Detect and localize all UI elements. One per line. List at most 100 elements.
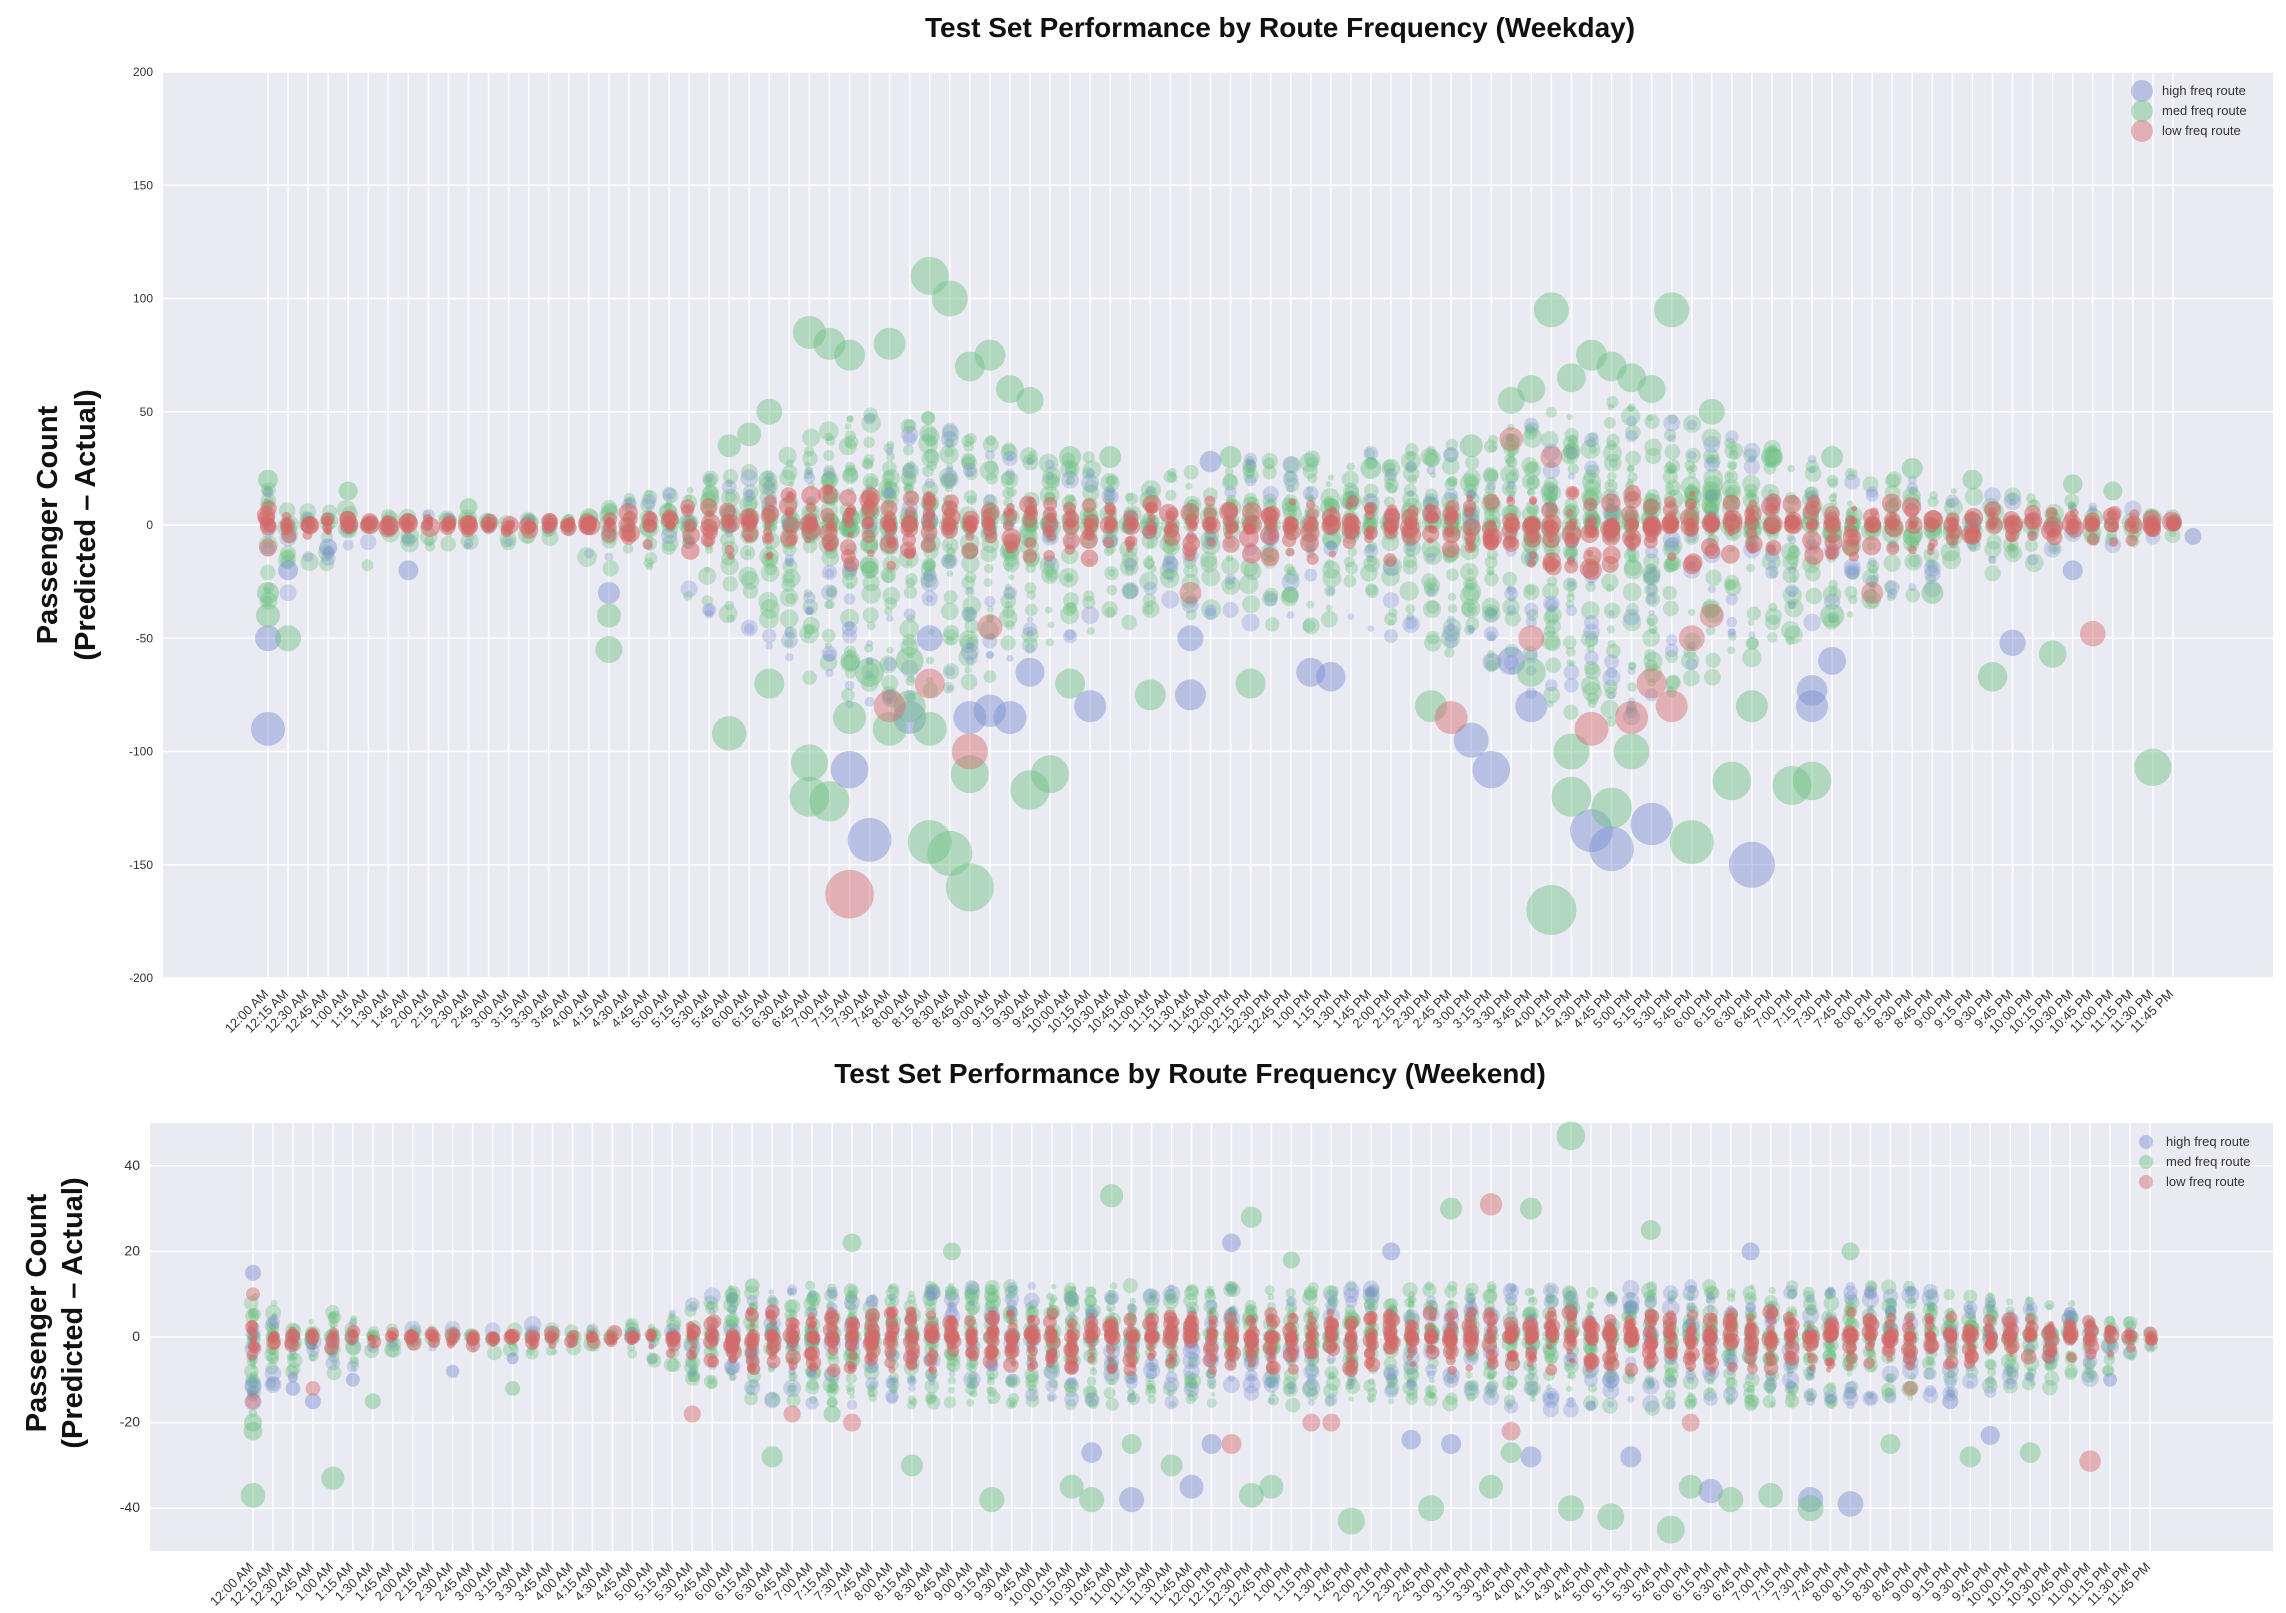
med-band-point	[883, 480, 893, 491]
med-point	[1551, 776, 1592, 817]
med-band-point	[1025, 1373, 1039, 1388]
med-band-point	[1606, 625, 1616, 634]
high-band-point	[702, 602, 717, 617]
low-band-point	[1328, 506, 1337, 515]
med-band-point	[860, 674, 879, 692]
med-band-point	[861, 662, 880, 681]
low-band-point	[1689, 490, 1696, 497]
med-band-point	[921, 449, 940, 468]
low-band-point	[879, 514, 896, 531]
low-band-point	[984, 516, 994, 527]
high-band-point	[1143, 581, 1158, 596]
med-band-point	[882, 586, 901, 605]
med-band-point	[1607, 403, 1615, 411]
low-band-point	[1945, 512, 1960, 527]
high-band-point	[944, 666, 956, 677]
med-band-point	[806, 1378, 819, 1391]
med-band-point	[1365, 583, 1378, 596]
low-band-point	[2049, 527, 2057, 534]
high-point	[1630, 802, 1673, 846]
med-band-point	[1399, 581, 1419, 601]
med-band-point	[984, 460, 999, 474]
low-band-point	[1707, 518, 1720, 532]
high-band-point	[641, 494, 657, 509]
low-band-point	[886, 560, 897, 571]
high-band-point	[740, 469, 759, 487]
med-band-point	[424, 541, 436, 552]
med-band-point	[765, 543, 773, 551]
med-band-point	[1121, 614, 1137, 631]
high-band-point	[1443, 446, 1459, 463]
high-band-point	[966, 470, 974, 478]
low-band-point	[1544, 558, 1562, 576]
med-band-point	[1405, 604, 1416, 614]
high-band-point	[1023, 1292, 1040, 1309]
med-band-point	[1625, 450, 1641, 467]
high-point	[2062, 560, 2083, 581]
med-band-point	[844, 423, 852, 430]
high-band-point	[885, 614, 894, 622]
med-band-point	[883, 443, 894, 454]
low-band-point	[442, 515, 457, 529]
med-band-point	[1265, 617, 1280, 632]
med-point	[1055, 668, 1086, 699]
low-band-point	[1824, 505, 1840, 522]
high-band-point	[888, 1293, 896, 1301]
high-band-point	[1726, 616, 1738, 628]
high-point	[1589, 826, 1634, 872]
med-band-point	[821, 471, 837, 486]
high-band-point	[883, 486, 896, 500]
high-band-point	[268, 1316, 278, 1327]
high-band-point	[968, 1299, 976, 1306]
high-band-point	[823, 649, 836, 662]
low-band-point	[1824, 545, 1839, 561]
med-band-point	[706, 1378, 718, 1390]
high-band-point	[1567, 472, 1575, 480]
high-band-point	[401, 532, 416, 548]
high-band-point	[984, 596, 996, 608]
high-band-point	[805, 607, 813, 615]
high-point	[1796, 675, 1828, 706]
med-band-point	[1106, 475, 1118, 487]
med-band-point	[783, 571, 795, 584]
med-band-point	[886, 452, 896, 462]
med-band-point	[299, 503, 317, 520]
med-band-point	[1460, 562, 1479, 582]
low-point	[825, 869, 874, 919]
med-band-point	[1105, 606, 1116, 618]
med-band-point	[1422, 449, 1441, 468]
high-band-point	[721, 479, 737, 495]
high-point	[916, 625, 943, 652]
low-band-point	[500, 516, 519, 534]
y-tick-label: 0	[132, 1328, 140, 1344]
low-point	[1574, 711, 1609, 746]
med-band-point	[300, 552, 319, 572]
med-band-point	[722, 576, 739, 592]
low-band-point	[1662, 501, 1679, 518]
weekday-y-axis-label-line1: Passenger Count	[32, 405, 64, 644]
med-band-point	[1045, 638, 1054, 647]
low-band-point	[1323, 513, 1338, 528]
med-band-point	[1063, 572, 1074, 583]
high-band-point	[963, 1370, 981, 1389]
high-band-point	[504, 538, 513, 547]
med-band-point	[1086, 1376, 1097, 1387]
med-point	[596, 603, 621, 628]
high-band-point	[864, 696, 875, 707]
high-band-point	[302, 551, 314, 562]
low-band-point	[922, 507, 936, 521]
low-band-point	[847, 531, 854, 539]
high-band-point	[1162, 1285, 1181, 1304]
med-band-point	[802, 428, 821, 447]
med-band-point	[819, 653, 838, 672]
low-band-point	[1107, 509, 1115, 517]
med-band-point	[464, 542, 472, 550]
high-band-point	[1245, 459, 1256, 471]
low-band-point	[1602, 545, 1621, 565]
med-band-point	[844, 464, 857, 477]
med-point	[1712, 761, 1752, 801]
high-band-point	[808, 1290, 817, 1299]
high-band-point	[906, 1375, 918, 1387]
med-band-point	[902, 444, 914, 456]
high-band-point	[985, 650, 995, 660]
